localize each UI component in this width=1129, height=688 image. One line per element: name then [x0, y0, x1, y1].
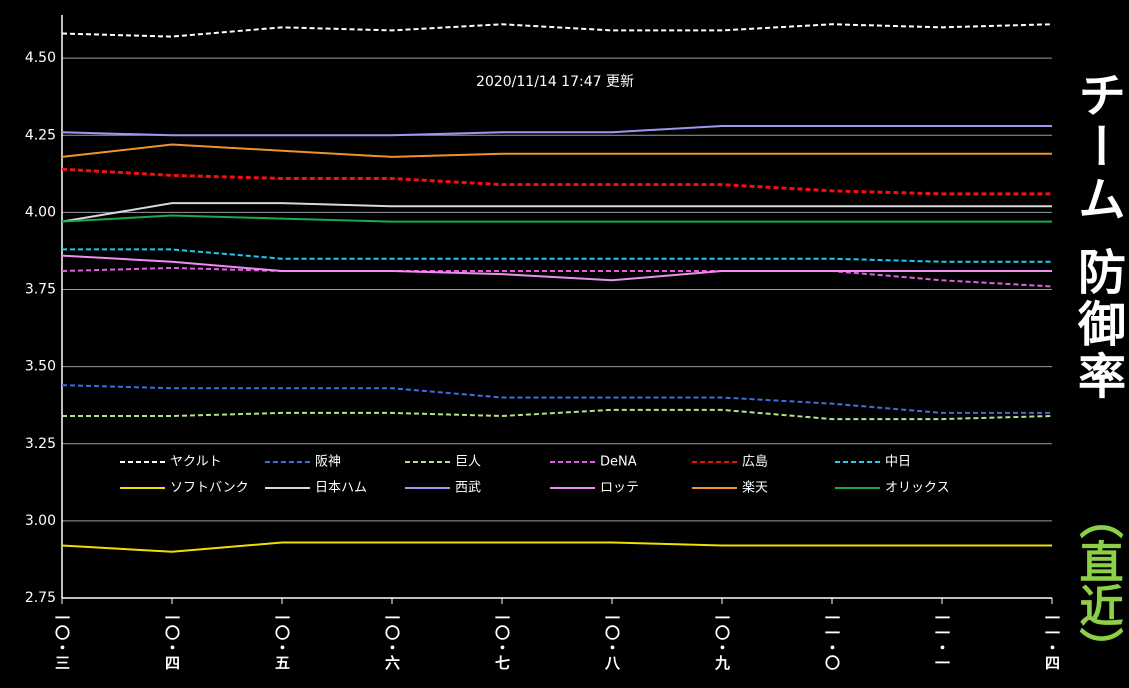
x-tick-label: 一〇・九	[713, 610, 731, 671]
y-tick-label: 4.00	[25, 204, 56, 220]
series-line	[61, 214, 1052, 223]
legend-label: 日本ハム	[315, 481, 367, 496]
legend-label: 阪神	[315, 455, 341, 470]
legend-label: 楽天	[742, 480, 768, 496]
x-tick-label: 一一・四	[1043, 610, 1061, 670]
y-tick-label: 4.25	[25, 127, 56, 143]
series-line	[61, 202, 1052, 223]
series-line	[61, 125, 1052, 137]
chart-subtitle: 2020/11/14 17:47 更新	[476, 74, 634, 90]
legend-label: 西武	[455, 481, 481, 496]
x-tick-label: 一一・〇	[823, 610, 841, 671]
legend-label: 広島	[742, 455, 768, 470]
series-line	[61, 541, 1052, 553]
y-tick-label: 3.00	[25, 513, 56, 529]
legend-label: オリックス	[885, 481, 950, 496]
x-tick-label: 一〇・六	[383, 610, 401, 671]
series-line	[61, 254, 1052, 282]
legend-label: 中日	[885, 455, 911, 470]
legend-label: ロッテ	[600, 481, 639, 496]
x-tick-label: 一〇・四	[163, 610, 181, 670]
y-tick-label: 4.50	[25, 50, 56, 66]
y-tick-label: 3.75	[25, 282, 56, 298]
x-tick-label: 一〇・八	[603, 610, 621, 671]
x-tick-label: 一一・一	[933, 610, 951, 670]
series-line	[61, 266, 1053, 288]
series-line	[61, 143, 1052, 158]
legend-label: DeNA	[600, 455, 637, 470]
series-line	[61, 23, 1053, 38]
y-tick-label: 3.50	[25, 359, 56, 375]
series-line	[62, 408, 1053, 421]
y-tick-label: 3.25	[25, 436, 56, 452]
x-tick-label: 一〇・七	[493, 610, 511, 670]
legend-label: ソフトバンク	[170, 481, 249, 496]
side-note: （直近）	[1072, 495, 1124, 671]
x-tick-label: 一〇・三	[53, 610, 71, 670]
series-line	[61, 384, 1052, 414]
legend-label: ヤクルト	[170, 455, 222, 470]
x-tick-label: 一〇・五	[273, 610, 291, 670]
y-tick-label: 2.75	[25, 590, 56, 606]
side-title: チーム 防御率	[1069, 70, 1127, 403]
legend-label: 巨人	[455, 455, 481, 470]
series-line	[62, 248, 1052, 263]
series-line	[61, 167, 1052, 196]
